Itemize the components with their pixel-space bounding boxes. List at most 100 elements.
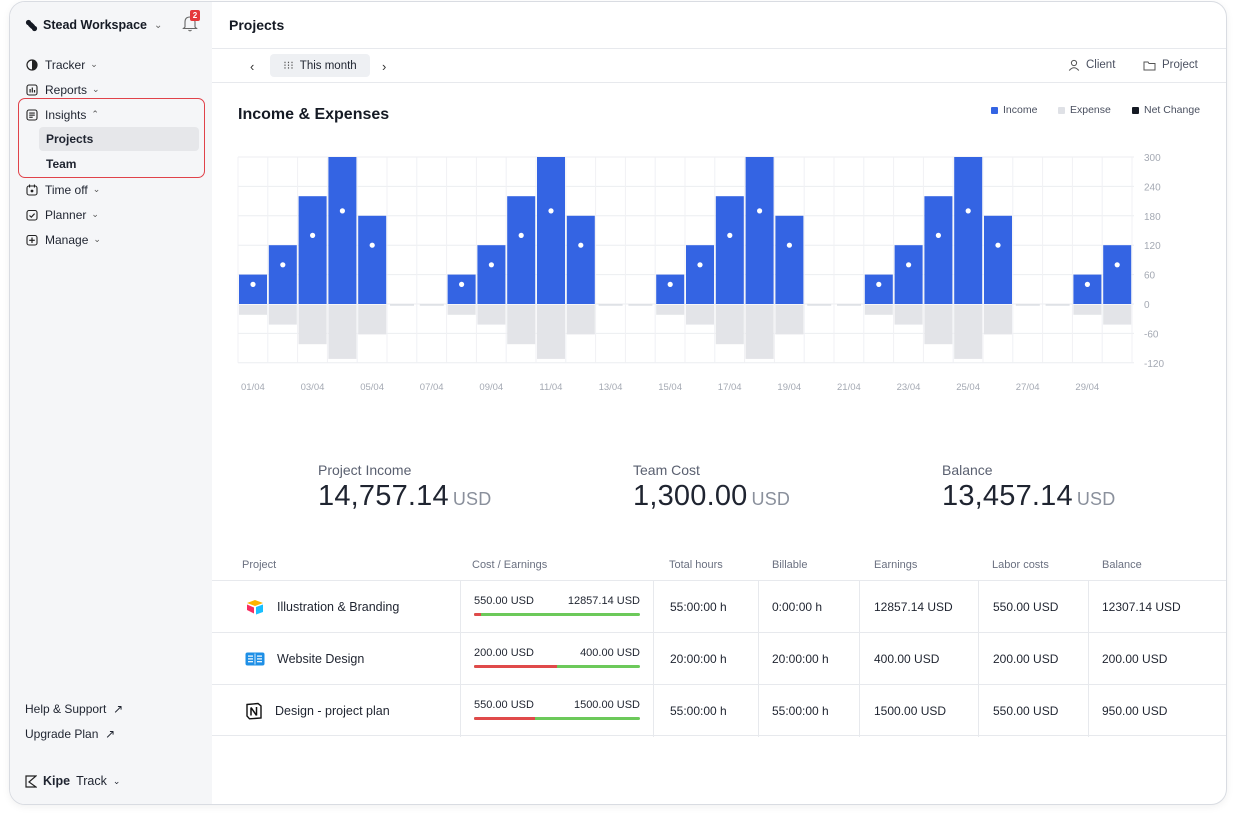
client-filter[interactable]: Client (1068, 59, 1115, 71)
y-tick-label: 240 (1144, 182, 1161, 193)
balance-cell: 12307.14 USD (1102, 600, 1181, 614)
cost-value: 550.00 USD (474, 595, 534, 607)
net-change-point (369, 242, 375, 248)
x-tick-label: 15/04 (658, 382, 682, 393)
chevron-down-icon: ⌄ (90, 59, 98, 69)
upgrade-plan-link[interactable]: Upgrade Plan ↗ (25, 727, 115, 741)
expense-bar (924, 305, 953, 345)
project-name: Illustration & Branding (277, 600, 400, 614)
col-header-project[interactable]: Project (242, 559, 277, 571)
nav-tracker[interactable]: Tracker ⌄ (25, 52, 205, 77)
column-divider (1088, 581, 1089, 633)
nav-label: Planner (45, 207, 87, 222)
nav-insights[interactable]: Insights ⌃ (25, 102, 205, 127)
income-bar (715, 196, 744, 304)
product-switcher[interactable]: Kipe Track ⌄ (25, 774, 120, 788)
col-header-labor-costs[interactable]: Labor costs (992, 559, 1049, 571)
col-header-earnings[interactable]: Earnings (874, 559, 918, 571)
income-bar (984, 215, 1012, 304)
net-change-point (935, 232, 942, 238)
expense-bar (984, 305, 1012, 335)
cost-portion (474, 717, 535, 720)
net-change-point (459, 281, 465, 287)
cost-value: 200.00 USD (474, 647, 534, 659)
period-selector[interactable]: ⁝⁝⁝ This month (270, 54, 370, 77)
nav-planner[interactable]: Planner ⌄ (25, 202, 205, 227)
income-bar (537, 157, 565, 304)
nav-reports[interactable]: Reports ⌄ (25, 77, 205, 102)
earnings-cell: 1500.00 USD (874, 704, 947, 718)
workspace-switcher[interactable]: Stead Workspace ⌄ (25, 16, 162, 34)
expense-bar (328, 305, 357, 359)
earnings-value: 1500.00 USD (573, 699, 640, 711)
income-bar (298, 196, 327, 304)
stat-balance: Balance 13,457.14 USD (942, 462, 1115, 513)
project-cell: Design - project plan (245, 685, 390, 737)
col-header-total-hours[interactable]: Total hours (669, 559, 723, 571)
income-bar (358, 215, 387, 304)
col-header-cost-earnings[interactable]: Cost / Earnings (472, 559, 548, 571)
income-bar (894, 245, 923, 304)
earnings-cell: 12857.14 USD (874, 600, 953, 614)
total-hours-cell: 20:00:00 h (670, 652, 727, 666)
client-filter-label: Client (1086, 59, 1116, 71)
expense-bar (954, 305, 983, 359)
table-row[interactable]: Illustration & Branding 550.00 USD 12857… (212, 580, 1226, 633)
stat-value: 13,457.14 USD (942, 480, 1115, 513)
column-divider (758, 633, 759, 685)
stat-label: Project Income (318, 462, 412, 478)
cost-portion (474, 613, 482, 616)
prev-period-button[interactable]: ‹ (250, 59, 255, 74)
brand-product: Track (76, 774, 107, 788)
net-change-point (250, 281, 256, 287)
y-tick-label: -120 (1144, 359, 1164, 370)
table-row[interactable]: Website Design 200.00 USD 400.00 USD 20:… (212, 632, 1226, 685)
expense-bar (715, 305, 744, 345)
income-bar (954, 157, 983, 304)
expense-bar (894, 305, 923, 325)
book-icon (245, 652, 265, 666)
col-header-billable[interactable]: Billable (772, 559, 808, 571)
chevron-down-icon: ⌄ (92, 184, 101, 194)
divider (212, 82, 1226, 83)
net-change-point (518, 232, 524, 238)
total-hours-cell: 55:00:00 h (670, 704, 727, 718)
nav-time-off[interactable]: Time off ⌄ (25, 177, 205, 202)
column-divider (460, 633, 461, 685)
notification-badge: 2 (190, 10, 200, 21)
sidebar-item-team[interactable]: Team (46, 157, 77, 171)
expense-bar (239, 305, 267, 315)
expense-bar (656, 305, 685, 315)
next-period-button[interactable]: › (382, 59, 387, 74)
help-support-link[interactable]: Help & Support ↗ (25, 702, 123, 716)
net-change-point (310, 232, 316, 238)
expense-bar (1073, 305, 1102, 315)
net-change-point (339, 208, 345, 214)
x-tick-label: 25/04 (956, 382, 980, 393)
x-tick-label: 17/04 (718, 382, 742, 393)
nav-manage[interactable]: Manage ⌄ (25, 227, 205, 252)
project-filter[interactable]: Project (1143, 59, 1198, 71)
legend-net-change: Net Change (1132, 104, 1200, 116)
project-filter-label: Project (1162, 59, 1198, 71)
chevron-down-icon: ⌄ (93, 234, 101, 244)
workspace-logo-icon (25, 19, 38, 31)
stat-label: Balance (942, 462, 993, 478)
chevron-down-icon: ⌄ (112, 775, 121, 786)
expense-bar (1103, 305, 1132, 325)
net-change-point (578, 242, 584, 248)
sidebar: Stead Workspace ⌄ 2 Tracker ⌄ Reports ⌄ (10, 2, 212, 804)
table-row[interactable]: Design - project plan 550.00 USD 1500.00… (212, 684, 1226, 737)
expense-bar (864, 305, 893, 315)
column-divider (653, 581, 654, 633)
income-bar (239, 274, 267, 304)
expense-bar (566, 305, 595, 335)
stat-unit: USD (1076, 489, 1116, 509)
insights-icon (26, 108, 38, 121)
cost-earnings-bar (474, 717, 640, 720)
nav-label: Reports (45, 82, 88, 97)
sidebar-item-projects[interactable]: Projects (39, 127, 199, 151)
chevron-down-icon: ⌄ (153, 19, 163, 31)
col-header-balance[interactable]: Balance (1102, 559, 1142, 571)
x-tick-label: 23/04 (897, 382, 921, 393)
